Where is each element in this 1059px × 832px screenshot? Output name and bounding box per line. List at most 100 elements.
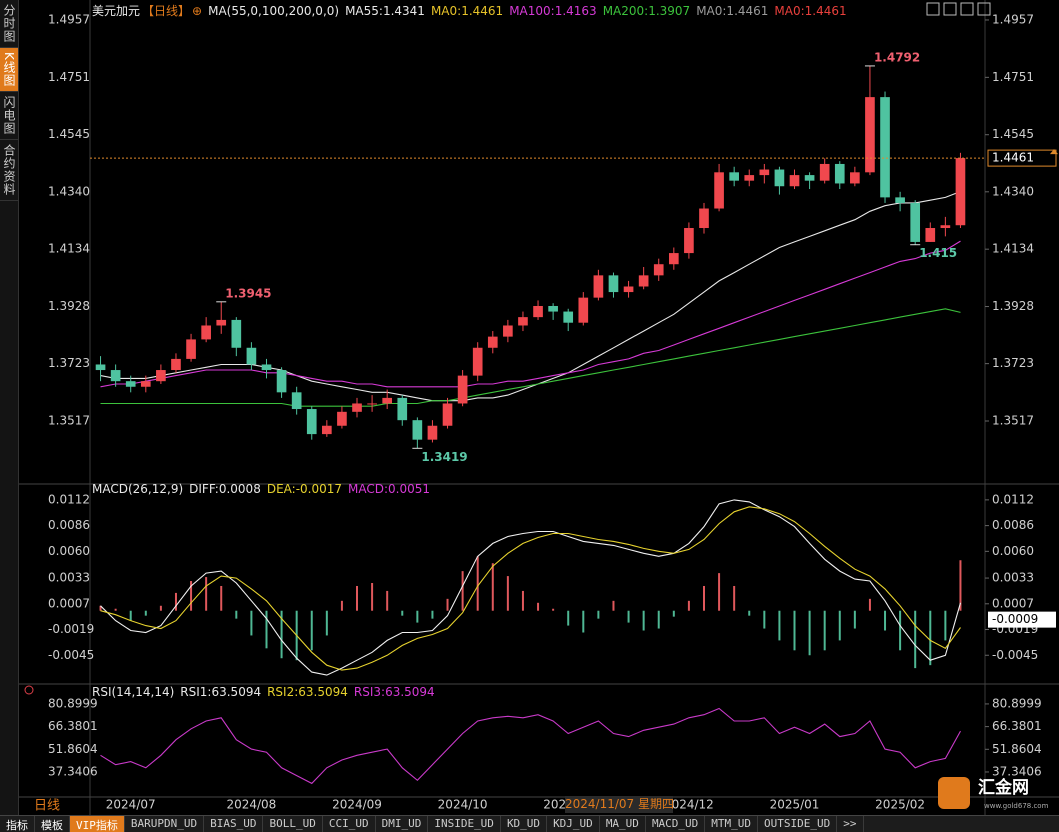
indicator-tab[interactable]: BARUPDN_UD: [125, 816, 205, 832]
candle-body: [623, 286, 634, 293]
indicator-tab[interactable]: MACD_UD: [646, 816, 706, 832]
y-tick-label: 37.3406: [48, 764, 98, 778]
crosshair-date: 2024/11/07 星期四: [565, 796, 674, 813]
x-tick-label: 2024/08: [226, 798, 276, 812]
x-tick-label: 2024/07: [106, 798, 156, 812]
legend-entry: MA55:1.4341: [345, 3, 425, 18]
y-tick-label: 1.3723: [992, 356, 1034, 370]
legend-entry: RSI1:63.5094: [180, 685, 262, 699]
y-tick-label: 1.4957: [992, 12, 1034, 26]
rsi-icon[interactable]: [24, 685, 34, 695]
rsi-header: RSI(14,14,14) RSI1:63.5094 RSI2:63.5094 RS…: [92, 685, 435, 699]
y-tick-label: 1.3517: [48, 414, 90, 428]
candle-body: [548, 305, 558, 312]
legend-entry: DIFF:0.0008: [189, 482, 261, 496]
candle-body: [668, 253, 679, 265]
indicator-line: [100, 499, 962, 676]
x-tick-label: 2024/10: [438, 798, 488, 812]
indicator-tab[interactable]: 指标: [0, 816, 35, 832]
indicator-tab[interactable]: OUTSIDE_UD: [758, 816, 838, 832]
candle-body: [427, 425, 438, 440]
crosshair-arrow: [1050, 149, 1058, 155]
candle-body: [306, 409, 317, 435]
y-tick-label: 0.0086: [48, 518, 90, 532]
add-icon[interactable]: ⊕: [192, 3, 203, 18]
indicator-tab[interactable]: BIAS_UD: [204, 816, 264, 832]
y-tick-label: 80.8999: [48, 696, 98, 710]
candle-body: [231, 319, 242, 348]
candle-body: [442, 403, 453, 426]
y-tick-label: 66.3801: [48, 719, 98, 733]
candle-body: [246, 347, 257, 365]
candle-body: [322, 425, 332, 435]
indicator-tab[interactable]: DMI_UD: [376, 816, 429, 832]
crosshair-box: [988, 611, 1056, 628]
indicator-line: [100, 240, 961, 388]
candle-body: [382, 397, 393, 404]
y-tick-label: 37.3406: [992, 764, 1042, 778]
y-tick-label: 0.0086: [992, 518, 1034, 532]
indicator-line: [100, 308, 961, 407]
indicator-tab[interactable]: 模板: [35, 816, 70, 832]
candle-body: [714, 172, 724, 209]
legend-entry: RSI3:63.5094: [353, 685, 435, 699]
tool-icon[interactable]: [977, 2, 991, 16]
y-tick-label: 80.8999: [992, 696, 1042, 710]
x-tick-label: 2024/09: [332, 798, 382, 812]
candle-body: [140, 381, 151, 387]
chart-title: RSI(14,14,14): [92, 685, 175, 699]
y-tick-label: 0.0033: [48, 571, 90, 585]
period[interactable]: 【日线】: [142, 4, 191, 18]
candle-body: [367, 403, 377, 405]
y-tick-label: 1.3928: [48, 299, 90, 313]
legend-entry: MA100:1.4163: [509, 3, 597, 18]
indicator-tab[interactable]: KD_UD: [501, 816, 548, 832]
candle-body: [910, 202, 921, 242]
candle-body: [699, 208, 709, 229]
candle-body: [261, 364, 272, 371]
candle-body: [518, 317, 528, 326]
legend-entry: MA0:1.4461: [774, 3, 847, 18]
tool-icon[interactable]: [960, 2, 974, 16]
y-tick-label: 66.3801: [992, 719, 1042, 733]
y-tick-label: 51.8604: [48, 742, 98, 756]
candle-body: [472, 347, 483, 376]
legend-entry: MA0:1.4461: [696, 3, 769, 18]
sidebar-tab[interactable]: K线图: [0, 48, 18, 92]
sidebar-tab[interactable]: 合约资料: [0, 140, 18, 201]
macd-header: MACD(26,12,9) DIFF:0.0008 DEA:-0.0017 MACD…: [92, 482, 430, 496]
indicator-tab[interactable]: BOLL_UD: [263, 816, 323, 832]
indicator-tab[interactable]: INSIDE_UD: [428, 816, 501, 832]
legend-entry: DEA:-0.0017: [266, 482, 343, 496]
candle-body: [110, 370, 121, 382]
y-tick-label: 0.0112: [48, 492, 90, 506]
x-tick-label: 2025/02: [875, 798, 925, 812]
candle-body: [744, 175, 755, 181]
indicator-tab[interactable]: MTM_UD: [705, 816, 759, 832]
sidebar-tab[interactable]: 分时图: [0, 0, 18, 48]
logo-url: www.gold678.com: [984, 802, 1049, 810]
tool-icon[interactable]: [926, 2, 940, 16]
candle-body: [653, 264, 664, 276]
y-tick-label: 1.4340: [48, 184, 90, 198]
indicator-tab[interactable]: >>: [837, 816, 864, 832]
candle-body: [503, 325, 513, 337]
sidebar-tab[interactable]: 闪电图: [0, 92, 18, 140]
y-tick-label: 1.4134: [48, 242, 90, 256]
indicator-tab[interactable]: CCI_UD: [323, 816, 376, 832]
indicator-tab[interactable]: VIP指标: [70, 816, 125, 832]
y-tick-label: 1.4545: [992, 127, 1034, 141]
tool-icon[interactable]: [943, 2, 957, 16]
indicator-line: [100, 506, 961, 671]
indicator-tab[interactable]: MA_UD: [600, 816, 646, 832]
candle-body: [759, 169, 770, 176]
indicator-tab[interactable]: KDJ_UD: [547, 816, 600, 832]
period-label: 日线: [34, 799, 60, 814]
y-tick-label: 0.0060: [992, 544, 1034, 558]
legend-entry: MA200:1.3907: [602, 3, 691, 18]
candle-body: [156, 370, 166, 382]
crosshair-value: -0.0009: [992, 612, 1038, 626]
candle-body: [940, 225, 951, 229]
chart-title: MACD(26,12,9): [92, 482, 184, 496]
